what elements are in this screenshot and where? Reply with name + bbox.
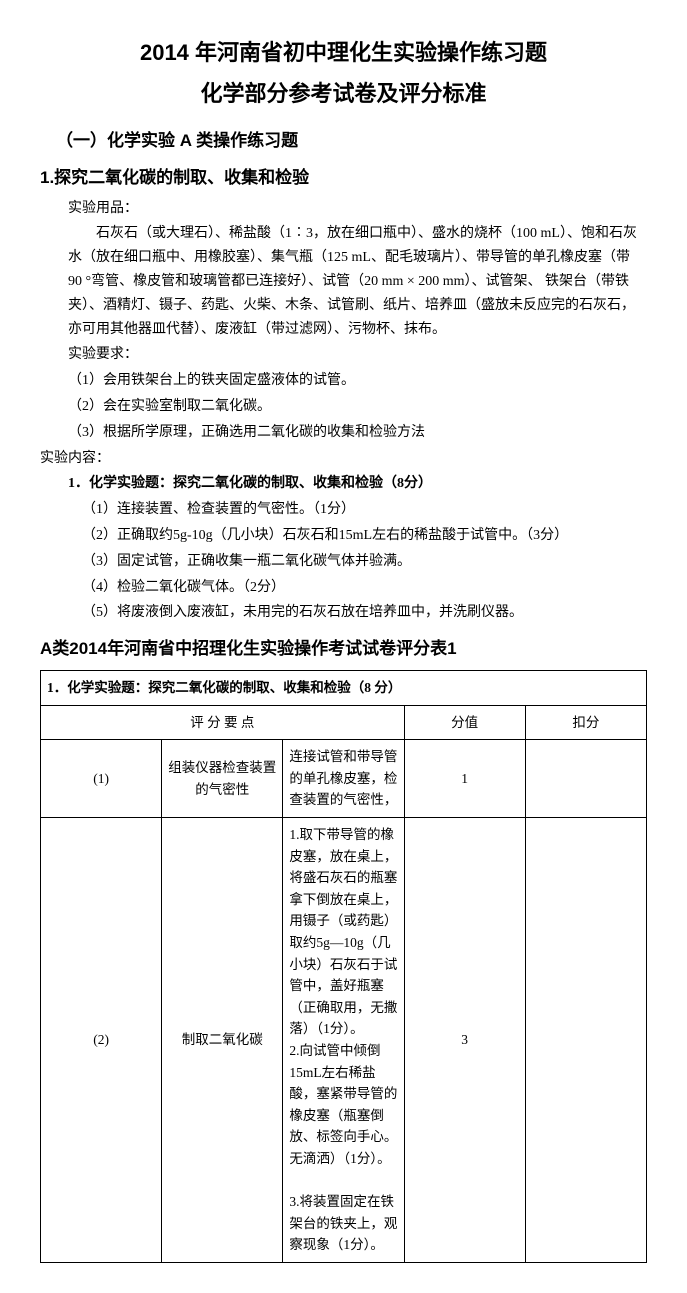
content-title: 1．化学实验题：探究二氧化碳的制取、收集和检验（8分） bbox=[68, 472, 647, 496]
requirements-label: 实验要求： bbox=[68, 343, 647, 367]
supplies-label: 实验用品： bbox=[68, 197, 647, 221]
content-label: 实验内容： bbox=[40, 447, 647, 471]
requirement-item: （2）会在实验室制取二氧化碳。 bbox=[68, 395, 647, 419]
requirement-item: （1）会用铁架台上的铁夹固定盛液体的试管。 bbox=[68, 369, 647, 393]
row-name: 制取二氧化碳 bbox=[162, 817, 283, 1262]
row-name: 组装仪器检查装置的气密性 bbox=[162, 740, 283, 818]
table-row: (2) 制取二氧化碳 1.取下带导管的橡皮塞，放在桌上，将盛石灰石的瓶塞拿下倒放… bbox=[41, 817, 647, 1262]
supplies-text: 石灰石（或大理石）、稀盐酸（1∶3，放在细口瓶中）、盛水的烧杯（100 mL）、… bbox=[68, 222, 647, 341]
content-item: （2）正确取约5g-10g（几小块）石灰石和15mL左右的稀盐酸于试管中。（3分… bbox=[82, 524, 647, 548]
requirement-item: （3）根据所学原理，正确选用二氧化碳的收集和检验方法 bbox=[68, 421, 647, 445]
table-header-row: 1．化学实验题：探究二氧化碳的制取、收集和检验（8 分） bbox=[41, 671, 647, 706]
col-criteria: 评 分 要 点 bbox=[41, 705, 405, 740]
row-score: 3 bbox=[404, 817, 525, 1262]
content-item: （1）连接装置、检查装置的气密性。（1分） bbox=[82, 498, 647, 522]
table-caption: A类2014年河南省中招理化生实验操作考试试卷评分表1 bbox=[40, 635, 647, 664]
table-row: (1) 组装仪器检查装置的气密性 连接试管和带导管的单孔橡皮塞，检查装置的气密性… bbox=[41, 740, 647, 818]
row-index: (1) bbox=[41, 740, 162, 818]
section-a-heading: （一）化学实验 A 类操作练习题 bbox=[56, 127, 647, 156]
table-row: 评 分 要 点 分值 扣分 bbox=[41, 705, 647, 740]
topic-heading: 1.探究二氧化碳的制取、收集和检验 bbox=[40, 164, 647, 193]
row-criteria: 连接试管和带导管的单孔橡皮塞，检查装置的气密性， bbox=[283, 740, 404, 818]
row-score: 1 bbox=[404, 740, 525, 818]
row-deduct bbox=[525, 817, 646, 1262]
scoring-table: 1．化学实验题：探究二氧化碳的制取、收集和检验（8 分） 评 分 要 点 分值 … bbox=[40, 670, 647, 1263]
title-line-1: 2014 年河南省初中理化生实验操作练习题 bbox=[40, 34, 647, 71]
row-criteria: 1.取下带导管的橡皮塞，放在桌上，将盛石灰石的瓶塞拿下倒放在桌上，用镊子（或药匙… bbox=[283, 817, 404, 1262]
content-item: （3）固定试管，正确收集一瓶二氧化碳气体并验满。 bbox=[82, 550, 647, 574]
table-row: 1．化学实验题：探究二氧化碳的制取、收集和检验（8 分） bbox=[41, 671, 647, 706]
col-score: 分值 bbox=[404, 705, 525, 740]
content-item: （4）检验二氧化碳气体。（2分） bbox=[82, 576, 647, 600]
content-item: （5）将废液倒入废液缸，未用完的石灰石放在培养皿中，并洗刷仪器。 bbox=[82, 601, 647, 625]
col-deduct: 扣分 bbox=[525, 705, 646, 740]
title-line-2: 化学部分参考试卷及评分标准 bbox=[40, 75, 647, 112]
row-deduct bbox=[525, 740, 646, 818]
row-index: (2) bbox=[41, 817, 162, 1262]
